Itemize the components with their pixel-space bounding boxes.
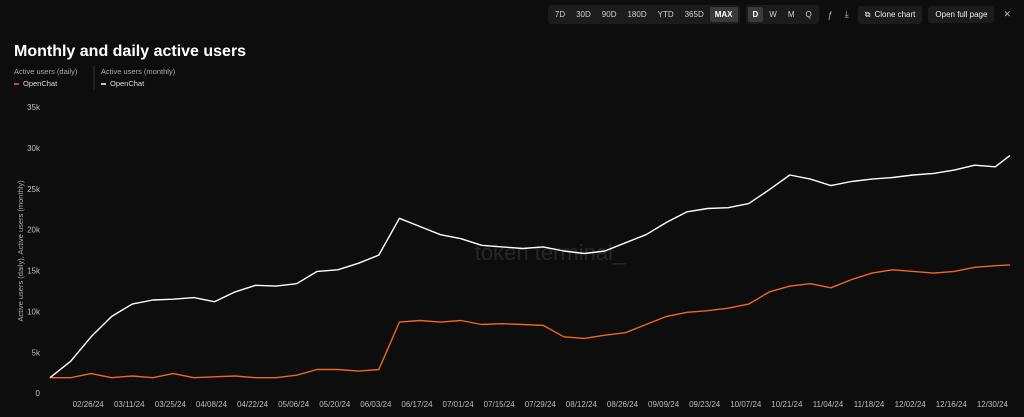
- range-button[interactable]: 30D: [576, 10, 591, 19]
- x-tick-label: 05/06/24: [278, 400, 310, 409]
- x-tick-label: 04/22/24: [237, 400, 269, 409]
- y-tick-label: 5k: [32, 348, 41, 357]
- clone-button[interactable]: ⧉ Clone chart: [857, 5, 923, 24]
- range-selector: 7D 30D 90D 180D YTD 365D MAX: [547, 5, 740, 24]
- range-button[interactable]: YTD: [657, 10, 674, 19]
- y-tick-label: 25k: [27, 185, 41, 194]
- x-tick-label: 05/20/24: [319, 400, 351, 409]
- series-line: [50, 264, 1011, 379]
- x-tick-label: 10/07/24: [730, 400, 762, 409]
- x-tick-label: 12/02/24: [895, 400, 927, 409]
- x-tick-label: 09/09/24: [648, 400, 680, 409]
- open-label: Open full page: [935, 10, 988, 19]
- x-tick-label: 06/03/24: [360, 400, 392, 409]
- x-tick-label: 03/25/24: [155, 400, 187, 409]
- legend-group: Active users (monthly): [101, 67, 176, 76]
- x-tick-label: 11/18/24: [854, 400, 885, 409]
- close-icon[interactable]: ✕: [1003, 9, 1011, 19]
- watermark: token terminal_: [475, 240, 626, 265]
- y-tick-label: 30k: [27, 144, 41, 153]
- range-button[interactable]: 180D: [627, 10, 647, 19]
- x-tick-label: 06/17/24: [401, 400, 433, 409]
- legend-entry: OpenChat: [110, 79, 145, 88]
- y-tick-label: 0: [36, 389, 41, 398]
- range-button[interactable]: 365D: [684, 10, 704, 19]
- y-tick-label: 10k: [27, 307, 41, 316]
- series-line: [49, 154, 1011, 379]
- x-tick-label: 11/04/24: [813, 400, 844, 409]
- y-axis-label: Active users (daily), Active users (mont…: [16, 180, 25, 322]
- range-button[interactable]: 7D: [554, 10, 566, 19]
- y-tick-label: 20k: [27, 226, 41, 235]
- x-tick-label: 12/30/24: [977, 400, 1009, 409]
- open-button[interactable]: Open full page: [928, 6, 995, 23]
- legend-entry: OpenChat: [23, 79, 58, 88]
- clone-label: Clone chart: [874, 10, 916, 19]
- download-icon[interactable]: ⤓: [844, 9, 849, 19]
- x-tick-label: 04/08/24: [196, 400, 228, 409]
- x-tick-label: 02/26/24: [73, 400, 105, 409]
- x-tick-label: 07/15/24: [484, 400, 516, 409]
- legend-group: Active users (daily): [14, 67, 78, 76]
- x-tick-label: 07/29/24: [525, 400, 557, 409]
- y-tick-label: 15k: [27, 267, 41, 276]
- x-tick-label: 03/11/24: [114, 400, 145, 409]
- x-tick-label: 08/12/24: [566, 400, 598, 409]
- x-tick-label: 12/16/24: [936, 400, 968, 409]
- range-button[interactable]: MAX: [709, 7, 738, 22]
- x-tick-label: 10/21/24: [771, 400, 803, 409]
- interval-button[interactable]: Q: [805, 10, 812, 19]
- x-tick-label: 07/01/24: [443, 400, 475, 409]
- formula-icon[interactable]: ƒ: [827, 9, 833, 20]
- interval-button[interactable]: M: [787, 10, 795, 19]
- range-button[interactable]: 90D: [601, 10, 617, 19]
- chart-title: Monthly and daily active users: [14, 43, 246, 60]
- interval-button[interactable]: D: [747, 7, 764, 22]
- x-tick-label: 08/26/24: [607, 400, 639, 409]
- clone-icon: ⧉: [864, 9, 871, 19]
- x-tick-label: 09/23/24: [689, 400, 721, 409]
- y-tick-label: 35k: [27, 103, 41, 112]
- interval-button[interactable]: W: [769, 10, 777, 19]
